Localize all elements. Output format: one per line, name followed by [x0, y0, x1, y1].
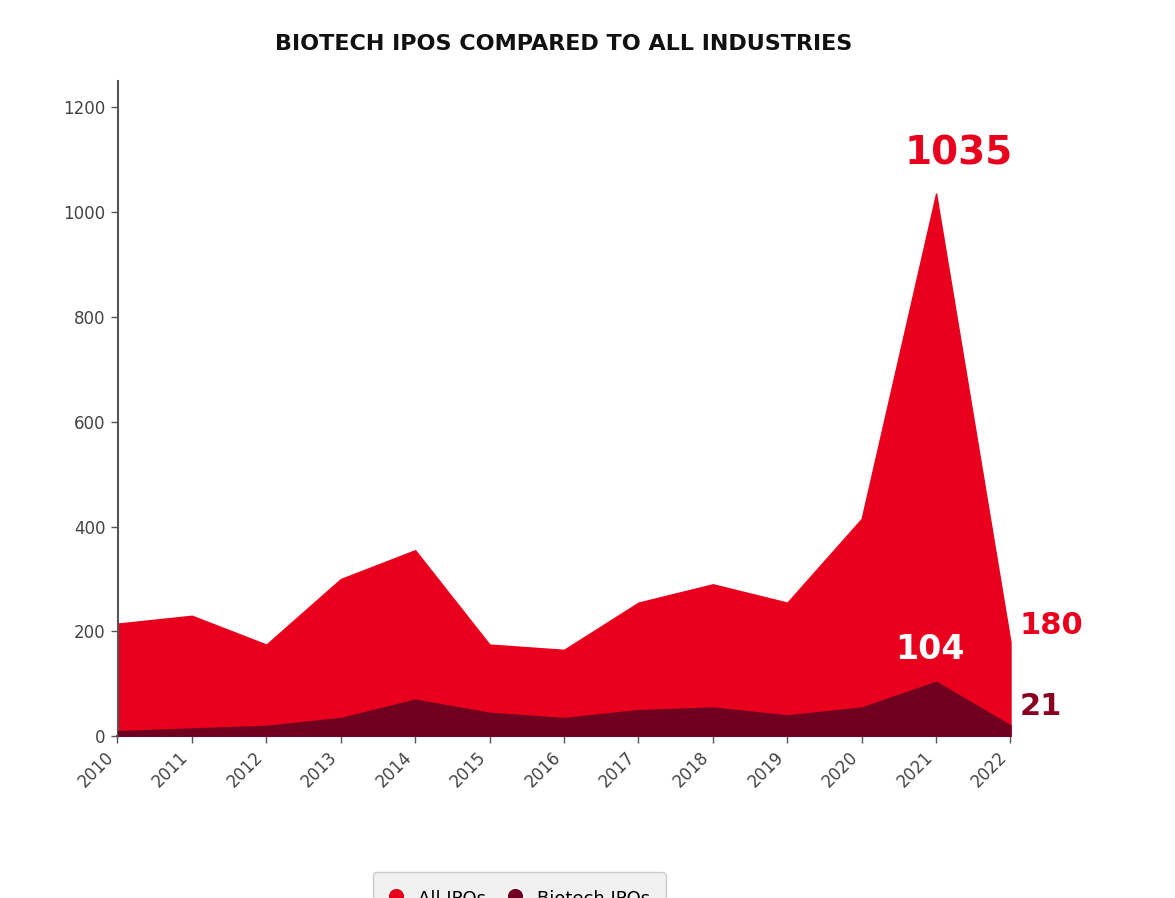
Text: 180: 180 — [1020, 612, 1083, 640]
Text: 1035: 1035 — [905, 135, 1013, 172]
Title: BIOTECH IPOS COMPARED TO ALL INDUSTRIES: BIOTECH IPOS COMPARED TO ALL INDUSTRIES — [275, 34, 853, 54]
Text: 104: 104 — [895, 633, 965, 665]
Legend: All IPOs, Biotech IPOs: All IPOs, Biotech IPOs — [372, 872, 666, 898]
Text: 21: 21 — [1020, 692, 1062, 721]
